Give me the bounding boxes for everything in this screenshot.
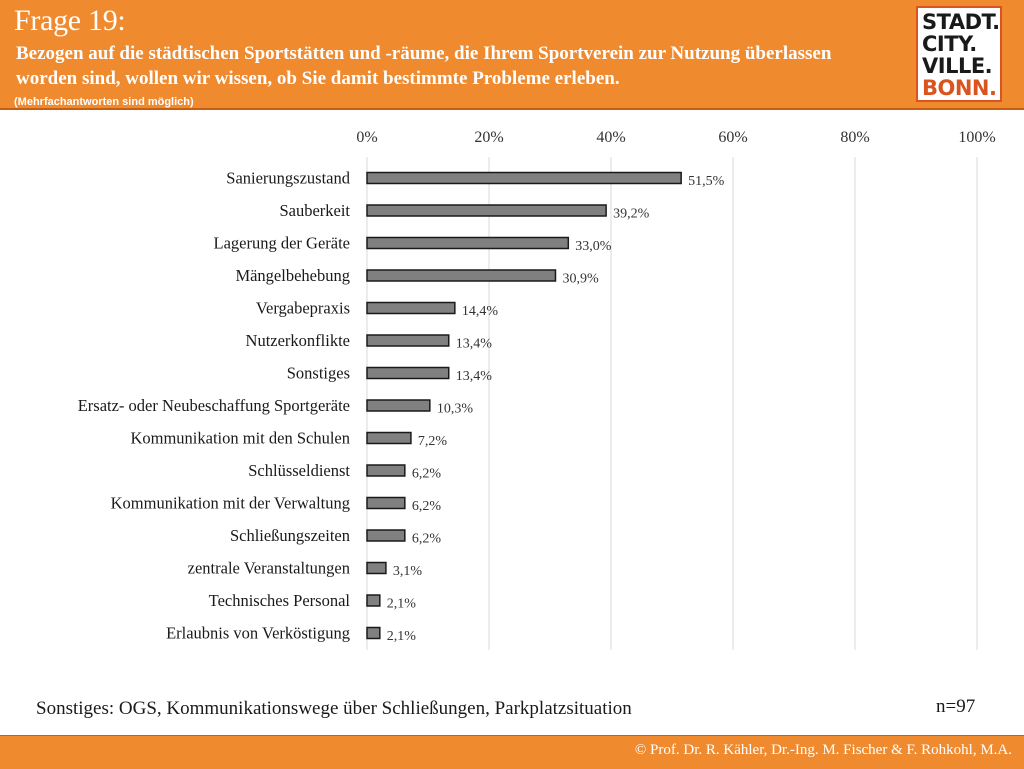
question-title: Frage 19: xyxy=(14,4,126,37)
bar xyxy=(366,399,431,412)
category-label: Sanierungszustand xyxy=(226,169,350,188)
bar xyxy=(366,301,456,315)
logo-line-1: STADT. xyxy=(922,10,1000,34)
x-tick-label: 60% xyxy=(718,129,747,146)
category-label: Ersatz- oder Neubeschaffung Sportgeräte xyxy=(78,396,350,415)
category-label: Lagerung der Geräte xyxy=(213,234,350,253)
x-tick-label: 100% xyxy=(958,129,995,146)
bar xyxy=(366,431,412,445)
bar xyxy=(366,496,406,510)
data-label: 33,0% xyxy=(575,239,612,254)
logo-line-2: CITY. xyxy=(922,32,977,56)
bar xyxy=(366,561,387,575)
data-label: 30,9% xyxy=(562,272,599,287)
footer-copyright: © Prof. Dr. R. Kähler, Dr.-Ing. M. Fisch… xyxy=(634,742,1012,758)
data-label: 14,4% xyxy=(462,304,499,319)
data-label: 2,1% xyxy=(387,629,417,644)
category-label: Sonstiges xyxy=(287,364,350,383)
bar xyxy=(366,236,570,250)
stadt-bonn-logo: STADT. CITY. VILLE. BONN. xyxy=(916,6,1002,102)
bar-chart: 0% 20% 40% 60% 80% 100% Sanierungszustand 51,5%… xyxy=(78,129,996,650)
category-label: Technisches Personal xyxy=(209,591,351,610)
bar xyxy=(366,464,406,477)
category-label: Sauberkeit xyxy=(279,201,350,220)
category-label: zentrale Veranstaltungen xyxy=(188,559,350,578)
category-label: Kommunikation mit den Schulen xyxy=(130,429,350,448)
logo-line-4: BONN. xyxy=(922,76,997,100)
data-label: 3,1% xyxy=(393,564,423,579)
question-text: Bezogen auf die städtischen Sportstätten… xyxy=(16,43,832,89)
data-label: 6,2% xyxy=(412,467,442,482)
x-tick-label: 20% xyxy=(474,129,503,146)
header-bar xyxy=(0,0,1024,110)
bar xyxy=(366,171,682,185)
data-label: 6,2% xyxy=(412,499,442,514)
data-label: 39,2% xyxy=(613,207,650,222)
bar xyxy=(366,529,406,542)
bar xyxy=(366,334,450,347)
category-label: Vergabepraxis xyxy=(256,299,350,318)
x-tick-label: 0% xyxy=(356,129,377,146)
footnote-sonstiges: Sonstiges: OGS, Kommunikationswege über … xyxy=(36,698,632,719)
category-label: Erlaubnis von Verköstigung xyxy=(166,624,350,643)
bar xyxy=(366,269,557,282)
sample-size: n=97 xyxy=(936,696,976,717)
bar xyxy=(366,594,381,607)
bar xyxy=(366,204,607,217)
bar xyxy=(366,366,450,380)
data-label: 13,4% xyxy=(456,369,493,384)
category-label: Schließungszeiten xyxy=(230,526,350,545)
x-tick-label: 80% xyxy=(840,129,869,146)
category-label: Schlüsseldienst xyxy=(248,461,350,480)
logo-line-3: VILLE. xyxy=(922,54,993,78)
bar xyxy=(366,626,381,640)
header-divider xyxy=(0,108,1024,110)
data-label: 7,2% xyxy=(418,434,448,449)
data-label: 51,5% xyxy=(688,174,725,189)
footer-bar: © Prof. Dr. R. Kähler, Dr.-Ing. M. Fisch… xyxy=(0,735,1024,769)
category-label: Mängelbehebung xyxy=(235,266,350,285)
category-label: Kommunikation mit der Verwaltung xyxy=(111,494,350,513)
data-label: 10,3% xyxy=(437,402,474,417)
category-label: Nutzerkonflikte xyxy=(246,331,350,350)
question-note: (Mehrfachantworten sind möglich) xyxy=(14,96,194,108)
data-label: 2,1% xyxy=(387,597,417,612)
data-label: 13,4% xyxy=(456,337,493,352)
x-tick-label: 40% xyxy=(596,129,625,146)
data-label: 6,2% xyxy=(412,532,442,547)
